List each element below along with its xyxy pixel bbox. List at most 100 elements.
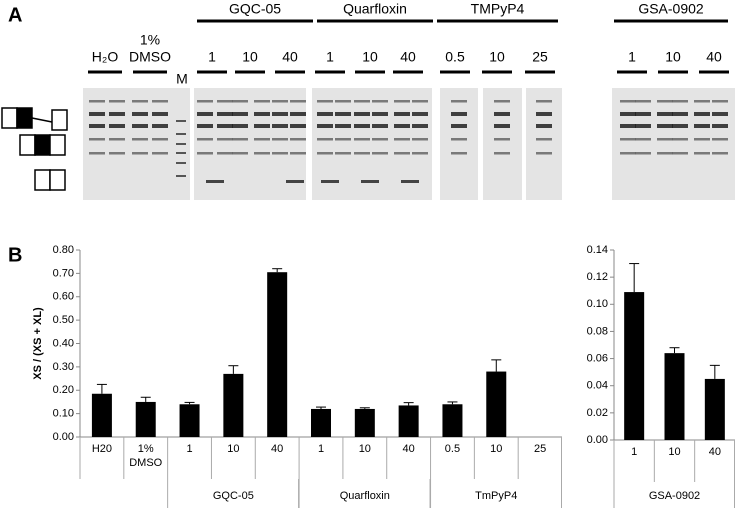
marker-label: M [176,71,188,87]
gel-band [290,100,306,103]
x-tick-label: 40 [709,446,721,458]
y-tick-label: 0.70 [53,267,74,279]
lane-label: 1 [326,49,334,65]
gel-band [232,124,248,128]
gel-band [89,138,105,141]
y-tick-label: 0.00 [53,431,74,443]
gel-band [657,100,673,103]
gel-band [536,112,552,116]
error-bar [403,402,414,406]
gel-band [451,138,467,141]
gel-band [620,152,636,155]
group-label: TMPyP4 [471,1,525,17]
y-tick-label: 0.50 [53,314,74,326]
gel-band [672,124,688,128]
error-bar [709,364,720,379]
gel-band [109,112,125,116]
bar [135,401,156,437]
gel-band [394,100,410,103]
gel-band [372,100,388,103]
x-tick-label: 10 [227,443,239,455]
gel-band [109,124,125,128]
gel-band [712,100,728,103]
gel-band [635,152,651,155]
gel-band [197,124,213,128]
lane-label: 0.5 [445,49,465,65]
gel-band [89,100,105,103]
lane-label: 10 [489,49,505,65]
y-tick-label: 0.10 [53,408,74,420]
gel-band [494,112,510,116]
gel-band [217,124,233,128]
error-bar [140,396,151,402]
gel-band [354,152,370,155]
lane-label: 40 [400,49,416,65]
gel-band [494,124,510,128]
gel-band [536,152,552,155]
gel-image [83,88,735,200]
gel-band [635,100,651,103]
bar [267,272,288,437]
y-tick-label: 0.02 [587,407,608,419]
gel-band [321,180,339,183]
gel-band [232,138,248,141]
lane-label: 10 [362,49,378,65]
error-bar [491,359,502,372]
y-tick-label: 0.12 [587,271,608,283]
gel-band [712,152,728,155]
gel-band [536,138,552,141]
y-tick-label: 0.30 [53,361,74,373]
gel-band [712,138,728,141]
lane-label: 40 [282,49,298,65]
error-bar [359,407,370,409]
x-tick-label: 10 [668,446,680,458]
x-tick-label: 1 [631,446,637,458]
gel-band [657,138,673,141]
gel-band [317,152,333,155]
bar [486,371,507,437]
gel-band [354,124,370,128]
gel-band [317,100,333,103]
gel-band [290,152,306,155]
gel-band [394,138,410,141]
gel-band [412,100,428,103]
gel-band [132,112,148,116]
gel-band [232,112,248,116]
gel-band [132,138,148,141]
lane-label: 1 [208,49,216,65]
gel-band [152,112,168,116]
gel-band [290,138,306,141]
group-label: GSA-0902 [649,490,700,502]
gel-band [286,180,304,183]
gel-band [494,100,510,103]
ladder-band [176,143,186,145]
y-tick-label: 0.14 [587,244,608,256]
gel-band [394,112,410,116]
y-tick-label: 0.04 [587,380,608,392]
gel-band [494,138,510,141]
gel-band [672,100,688,103]
x-tick-label: 0.5 [445,443,460,455]
lane-label: 25 [532,49,548,65]
bar [91,393,112,437]
gel-band [197,138,213,141]
gel-band [109,138,125,141]
bar [398,405,419,437]
gel-band [451,124,467,128]
gel-band [412,112,428,116]
gel-band [712,112,728,116]
error-bar [316,406,326,409]
gel-band [494,152,510,155]
gel-band [335,152,351,155]
gel-band [354,112,370,116]
gel-band [412,124,428,128]
bar [179,404,200,437]
gel-band [152,138,168,141]
y-tick-label: 0.00 [587,434,608,446]
gel-band [254,152,270,155]
gel-band [635,124,651,128]
bar [311,408,331,437]
ladder-band [176,120,186,122]
group-label: Quarfloxin [343,1,407,17]
gel-band [206,180,224,183]
